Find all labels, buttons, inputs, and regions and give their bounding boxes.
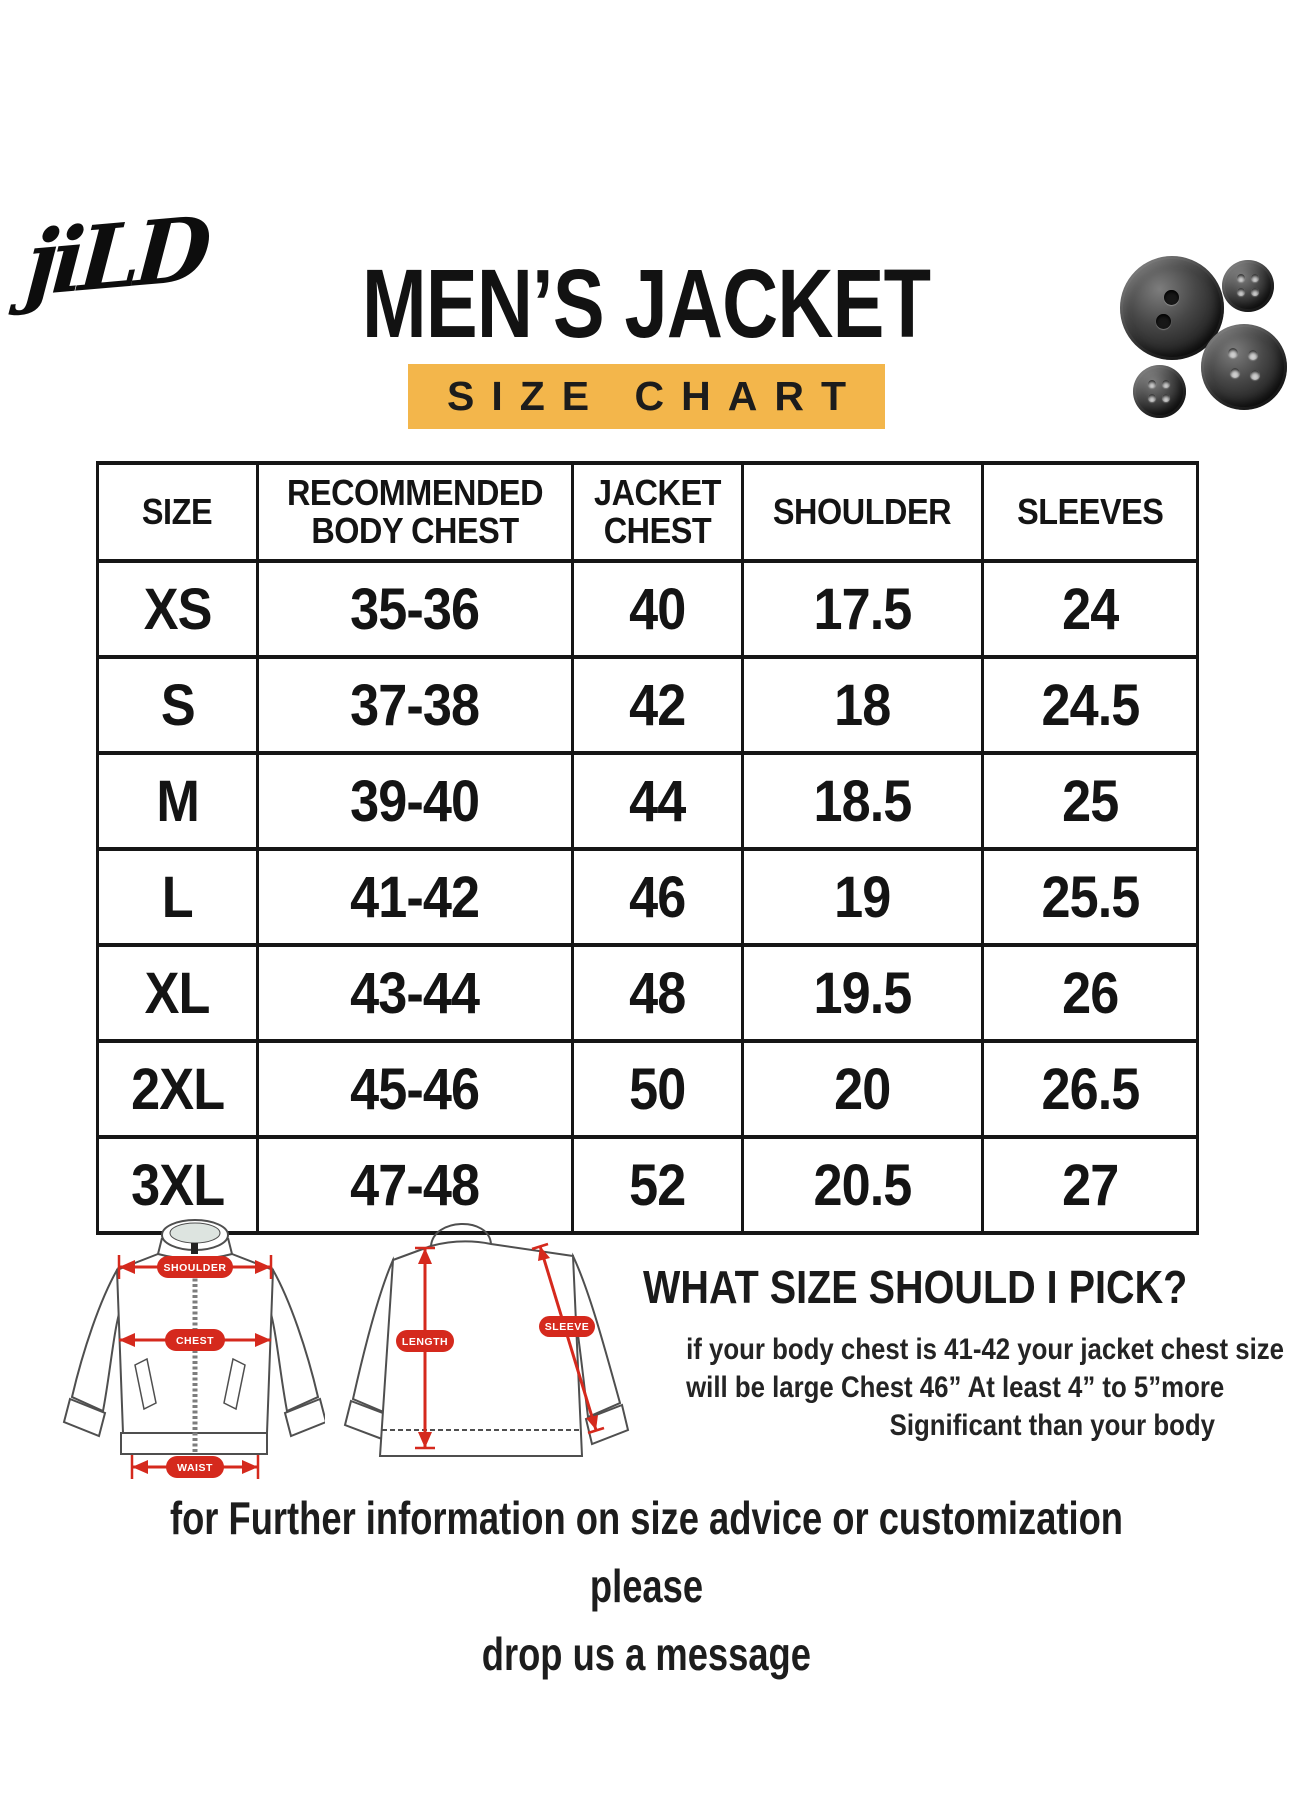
chest-measure-arrow: CHEST [119,1329,271,1351]
shoulder-label: SHOULDER [164,1262,227,1274]
button-large-icon [1120,256,1224,360]
col-header-shoulder: SHOULDER [741,461,984,563]
table-row-3xl: 3XL 47-48 52 20.5 27 [96,1135,1199,1235]
length-measure-arrow: LENGTH [396,1246,454,1450]
chest-label: CHEST [176,1335,214,1347]
sleeve-label: SLEEVE [545,1321,589,1333]
jacket-buttons-photo [1070,232,1293,418]
button-small-bottom-icon [1133,365,1186,418]
size-table: SIZE RECOMMENDED BODY CHEST JACKET CHEST… [96,461,1199,1235]
footer-note: for Further information on size advice o… [0,1484,1293,1688]
table-row-s: S 37-38 42 18 24.5 [96,655,1199,755]
col-header-size: SIZE [96,461,259,563]
subtitle-row: SIZE CHART [0,364,1293,429]
col-header-sleeves: SLEEVES [981,461,1199,563]
size-guide: WHAT SIZE SHOULD I PICK? if your body ch… [600,1260,1285,1445]
jacket-front-diagram: SHOULDER CHEST WAIST [62,1219,325,1479]
page-title: MEN’S JACKET [362,249,931,358]
size-guide-text: if your body chest is 41-42 your jacket … [600,1331,1285,1445]
waist-label: WAIST [177,1462,213,1474]
size-chart-badge: SIZE CHART [408,364,885,429]
title-row: MEN’S JACKET [0,248,1293,360]
table-row-2xl: 2XL 45-46 50 20 26.5 [96,1039,1199,1139]
size-guide-line: if your body chest is 41-42 your jacket … [686,1333,1285,1366]
col-header-jacket-chest: JACKET CHEST [571,461,744,563]
length-label: LENGTH [402,1336,448,1348]
jacket-back-diagram: LENGTH SLEEVE [343,1223,630,1457]
table-row-l: L 41-42 46 19 25.5 [96,847,1199,947]
footer-line: drop us a message [481,1628,812,1680]
size-table-header-row: SIZE RECOMMENDED BODY CHEST JACKET CHEST… [96,461,1199,563]
sleeve-measure-arrow: SLEEVE [531,1242,605,1435]
waist-measure-arrow: WAIST [130,1455,260,1479]
size-guide-line: Significant than your body [889,1409,1215,1442]
table-row-xs: XS 35-36 40 17.5 24 [96,559,1199,659]
size-guide-line: will be large Chest 46” At least 4” to 5… [686,1371,1225,1404]
button-small-top-icon [1222,260,1274,312]
size-guide-heading: WHAT SIZE SHOULD I PICK? [643,1261,1188,1313]
footer-line: for Further information on size advice o… [169,1492,1124,1612]
table-row-m: M 39-40 44 18.5 25 [96,751,1199,851]
shoulder-measure-arrow: SHOULDER [117,1255,273,1279]
col-header-recommended-body-chest: RECOMMENDED BODY CHEST [256,461,574,563]
button-medium-icon [1201,324,1287,410]
table-row-xl: XL 43-44 48 19.5 26 [96,943,1199,1043]
